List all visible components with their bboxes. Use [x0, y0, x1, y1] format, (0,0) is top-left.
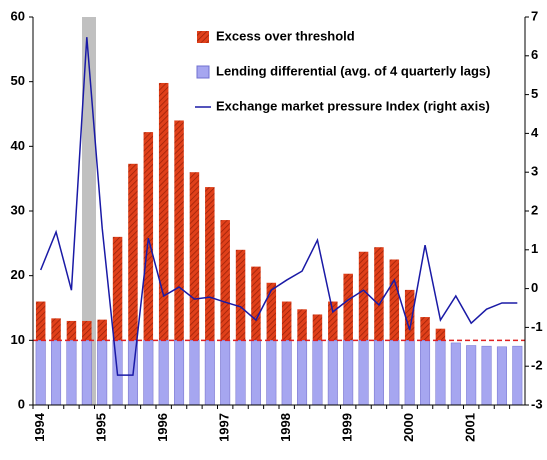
bar [66, 340, 77, 406]
line-series [39, 37, 518, 376]
bar [512, 345, 523, 406]
bar [312, 340, 323, 406]
legend-swatch [196, 65, 210, 79]
y2-tick-label: 7 [531, 8, 538, 23]
bar [143, 340, 154, 406]
y2-tick-label: 3 [531, 164, 538, 179]
x-tick-label: 2001 [463, 413, 478, 442]
y2-tick-label: -3 [531, 396, 543, 411]
bar [373, 340, 384, 406]
y-tick-label: 0 [18, 396, 25, 411]
bar [404, 340, 415, 406]
bar [112, 236, 123, 405]
bar [174, 120, 184, 405]
y-tick-label: 10 [11, 332, 25, 347]
bar [97, 340, 108, 406]
bar [389, 259, 400, 405]
bar [358, 340, 369, 406]
bar [189, 340, 200, 406]
y2-tick-label: -2 [531, 358, 543, 373]
x-tick-label: 1999 [340, 413, 355, 442]
legend-swatch [197, 31, 209, 43]
y2-tick-label: 6 [531, 47, 538, 62]
legend-label: Exchange market pressure Index (right ax… [216, 98, 490, 113]
legend-label: Lending differential (avg. of 4 quarterl… [216, 63, 491, 78]
bar [158, 340, 169, 406]
bar [220, 340, 231, 406]
y2-tick-label: 0 [531, 280, 538, 295]
y-tick-label: 20 [11, 267, 25, 282]
bar [189, 172, 200, 405]
y2-tick-label: 2 [531, 202, 538, 217]
bar [481, 345, 492, 406]
bar [297, 340, 308, 406]
bar [51, 340, 62, 406]
x-tick-label: 1998 [278, 413, 293, 442]
bar [450, 342, 461, 406]
bar [327, 340, 338, 406]
y2-tick-label: 5 [531, 86, 538, 101]
y-tick-label: 50 [11, 73, 25, 88]
x-tick-label: 2000 [401, 413, 416, 442]
x-tick-label: 1995 [94, 413, 109, 442]
bar [251, 266, 261, 405]
bar [281, 340, 292, 406]
bar [435, 340, 446, 406]
bar [205, 187, 215, 405]
x-tick-label: 1997 [217, 413, 232, 442]
y-tick-label: 40 [11, 138, 25, 153]
bar [81, 340, 92, 406]
bar [204, 340, 215, 406]
bar [389, 340, 400, 406]
y2-tick-label: 4 [531, 125, 539, 140]
bar [174, 340, 185, 406]
bar [35, 340, 46, 406]
bar [466, 345, 477, 406]
x-tick-label: 1994 [32, 412, 47, 442]
bar [496, 346, 507, 406]
bar [420, 340, 431, 406]
bar [220, 220, 230, 405]
x-tick-label: 1996 [155, 413, 170, 442]
y-tick-label: 60 [11, 8, 25, 23]
y2-tick-label: -1 [531, 319, 543, 334]
bar [266, 340, 277, 406]
bar [374, 247, 384, 405]
bar [235, 340, 246, 406]
bar [158, 82, 169, 406]
bar [128, 163, 138, 405]
bar [235, 249, 246, 405]
bar [343, 273, 353, 405]
y2-tick-label: 1 [531, 241, 538, 256]
legend-label: Excess over threshold [216, 28, 355, 43]
bar [143, 132, 154, 405]
y-tick-label: 30 [11, 202, 25, 217]
bar [250, 340, 261, 406]
bar [343, 340, 354, 406]
bar [358, 251, 369, 405]
